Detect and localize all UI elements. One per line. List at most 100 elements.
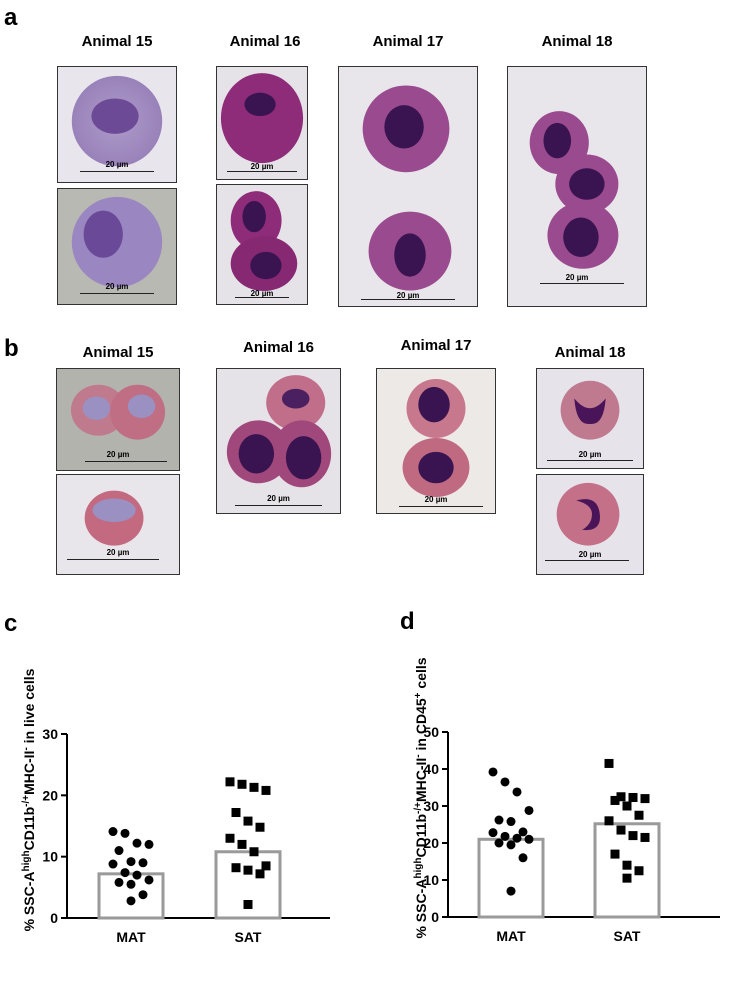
data-point	[114, 877, 124, 887]
data-point	[494, 815, 504, 825]
scale-label: 20 µm	[105, 282, 129, 291]
cell-image	[84, 490, 144, 546]
data-point	[237, 839, 247, 849]
cell-image	[70, 384, 166, 440]
y-axis-label: % SSC-AhighCD11b-/+MHC-II- in live cells	[21, 668, 38, 931]
data-point	[506, 886, 516, 896]
micrograph-a-animal16-top: 20 µm	[216, 66, 308, 180]
panel-b-title-animal-15: Animal 15	[82, 344, 154, 361]
data-point	[616, 792, 626, 802]
cell-image	[230, 191, 298, 291]
data-point	[640, 832, 650, 842]
micrograph-a-animal16-bottom: 20 µm	[216, 184, 308, 305]
x-tick-label-mat: MAT	[496, 928, 526, 944]
data-point	[120, 868, 130, 878]
data-point	[138, 858, 148, 868]
data-point	[138, 890, 148, 900]
data-point	[604, 816, 614, 826]
y-tick-label: 30	[423, 798, 439, 814]
y-tick-label: 20	[423, 835, 439, 851]
data-point	[488, 828, 498, 838]
micrograph-a-animal18: 20 µm	[507, 66, 647, 307]
panel-b-title-animal-18: Animal 18	[554, 344, 626, 361]
data-point	[494, 838, 504, 848]
micrograph-b-animal17: 20 µm	[376, 368, 496, 514]
data-point	[231, 808, 241, 818]
data-point	[126, 879, 136, 889]
micrograph-b-animal16: 20 µm	[216, 368, 341, 514]
cell-image	[556, 482, 620, 546]
data-point	[249, 782, 259, 792]
data-point	[144, 875, 154, 885]
data-point	[255, 822, 265, 832]
x-tick-label-sat: SAT	[235, 929, 262, 945]
scale-label: 20 µm	[250, 162, 274, 171]
data-point	[622, 801, 632, 811]
scale-label: 20 µm	[424, 495, 448, 504]
data-point	[243, 900, 253, 910]
data-point	[512, 787, 522, 797]
cell-image	[226, 375, 332, 488]
y-tick-label: 50	[423, 724, 439, 740]
data-point	[120, 828, 130, 838]
cell-image	[71, 196, 163, 288]
micrograph-a-animal15-top: 20 µm	[57, 66, 177, 183]
panel-a-title-animal-18: Animal 18	[541, 33, 613, 50]
data-point	[640, 794, 650, 804]
bar-sat	[593, 822, 661, 919]
data-point	[634, 866, 644, 876]
cell-image	[402, 379, 470, 498]
panel-b-letter: b	[4, 335, 19, 362]
data-point	[132, 870, 142, 880]
chart-c: 0 10 20 30 MAT SAT % SSC-AhighCD11b-/+MHC-II- …	[21, 668, 330, 945]
y-tick-label: 40	[423, 761, 439, 777]
data-point	[500, 777, 510, 787]
cell-image	[560, 380, 620, 440]
panel-a-title-animal-15: Animal 15	[81, 33, 153, 50]
micrograph-a-animal17: 20 µm	[338, 66, 478, 307]
data-point	[518, 853, 528, 863]
panel-d-letter: d	[400, 608, 415, 635]
scale-label: 20 µm	[565, 273, 589, 282]
data-point	[249, 847, 259, 857]
micrograph-b-animal15-top: 20 µm	[56, 368, 180, 471]
y-tick-label: 10	[423, 872, 439, 888]
data-point	[255, 869, 265, 879]
data-point	[616, 825, 626, 835]
data-point	[126, 857, 136, 867]
data-point	[243, 865, 253, 875]
data-point	[243, 816, 253, 826]
scale-label: 20 µm	[578, 550, 602, 559]
data-point	[225, 777, 235, 787]
panel-a-title-animal-17: Animal 17	[372, 33, 444, 50]
data-point	[622, 860, 632, 870]
scale-label: 20 µm	[267, 494, 290, 503]
data-point	[126, 896, 136, 906]
micrograph-b-animal18-top: 20 µm	[536, 368, 644, 469]
panel-a-title-animal-16: Animal 16	[229, 33, 301, 50]
data-point	[237, 779, 247, 789]
scale-label: 20 µm	[578, 450, 602, 459]
data-point	[506, 817, 516, 827]
scale-label: 20 µm	[106, 450, 130, 459]
scale-label: 20 µm	[250, 289, 274, 298]
data-point	[114, 846, 124, 856]
y-tick-label: 30	[42, 726, 58, 742]
cell-image	[362, 85, 452, 291]
micrograph-b-animal18-bottom: 20 µm	[536, 474, 644, 575]
data-point	[261, 785, 271, 795]
data-point	[225, 833, 235, 843]
panel-c-letter: c	[4, 610, 18, 637]
data-point	[108, 859, 118, 869]
bar-sat	[214, 850, 282, 920]
data-point	[500, 831, 510, 841]
bar-mat	[477, 837, 545, 919]
cell-image	[71, 75, 163, 167]
micrograph-b-animal15-bottom: 20 µm	[56, 474, 180, 575]
x-tick-label-sat: SAT	[614, 928, 641, 944]
data-point	[628, 831, 638, 841]
data-point	[108, 827, 118, 837]
y-tick-label: 0	[431, 909, 439, 925]
scale-label: 20 µm	[396, 291, 420, 300]
data-point	[524, 834, 534, 844]
